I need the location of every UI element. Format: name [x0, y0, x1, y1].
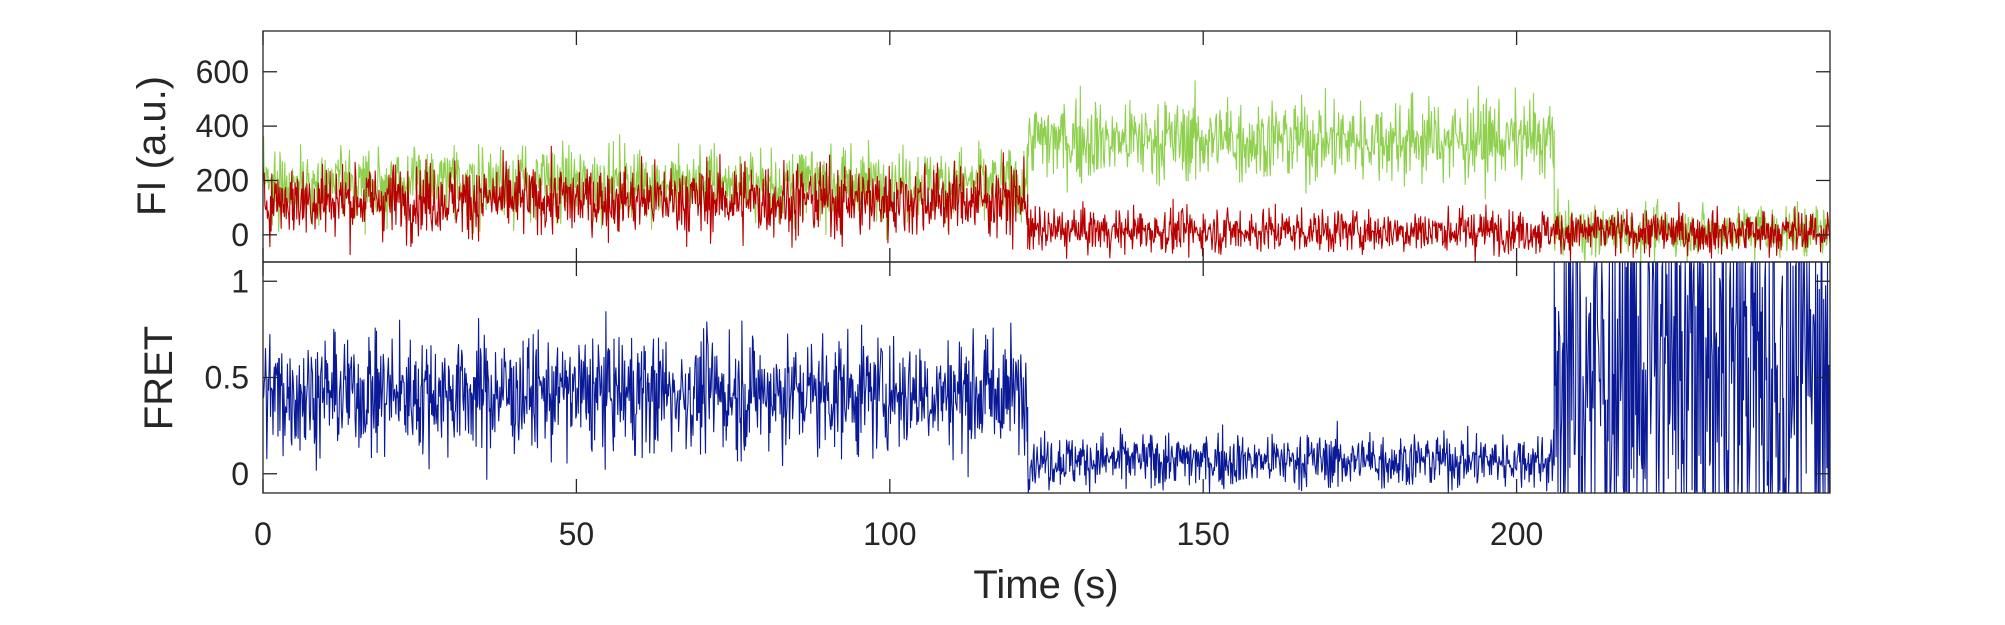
y-tick-label: 0.5	[205, 360, 249, 396]
x-axis-label: Time (s)	[973, 563, 1118, 607]
x-tick-label: 100	[863, 516, 916, 552]
x-tick-label: 150	[1177, 516, 1230, 552]
y-tick-label: 1	[231, 263, 249, 299]
fret-panel: 00.51 FRET	[137, 261, 1831, 494]
x-tick-label: 200	[1490, 516, 1543, 552]
y-tick-label: 0	[231, 456, 249, 492]
fret-ticks: 00.51	[205, 262, 1830, 493]
x-tick-label: 0	[254, 516, 272, 552]
fluorescence-panel: 0 200 400 600 FI (a.u.)	[130, 30, 1831, 263]
fluorescence-ticks: 0 200 400 600	[196, 31, 1830, 262]
fret-traces	[263, 262, 1830, 493]
fret-y-axis-label: FRET	[137, 326, 181, 430]
fluorescence-y-axis-label: FI (a.u.)	[130, 76, 174, 216]
x-axis: 0 50 100 150 200	[254, 516, 1543, 552]
trace-line-1-0	[263, 262, 1830, 493]
fluorescence-traces	[263, 80, 1830, 262]
y-tick-label: 0	[231, 217, 249, 253]
x-tick-label: 50	[559, 516, 595, 552]
y-tick-label: 200	[196, 162, 249, 198]
trace-line-0-1	[263, 145, 1830, 262]
y-tick-label: 600	[196, 54, 249, 90]
y-tick-label: 400	[196, 108, 249, 144]
